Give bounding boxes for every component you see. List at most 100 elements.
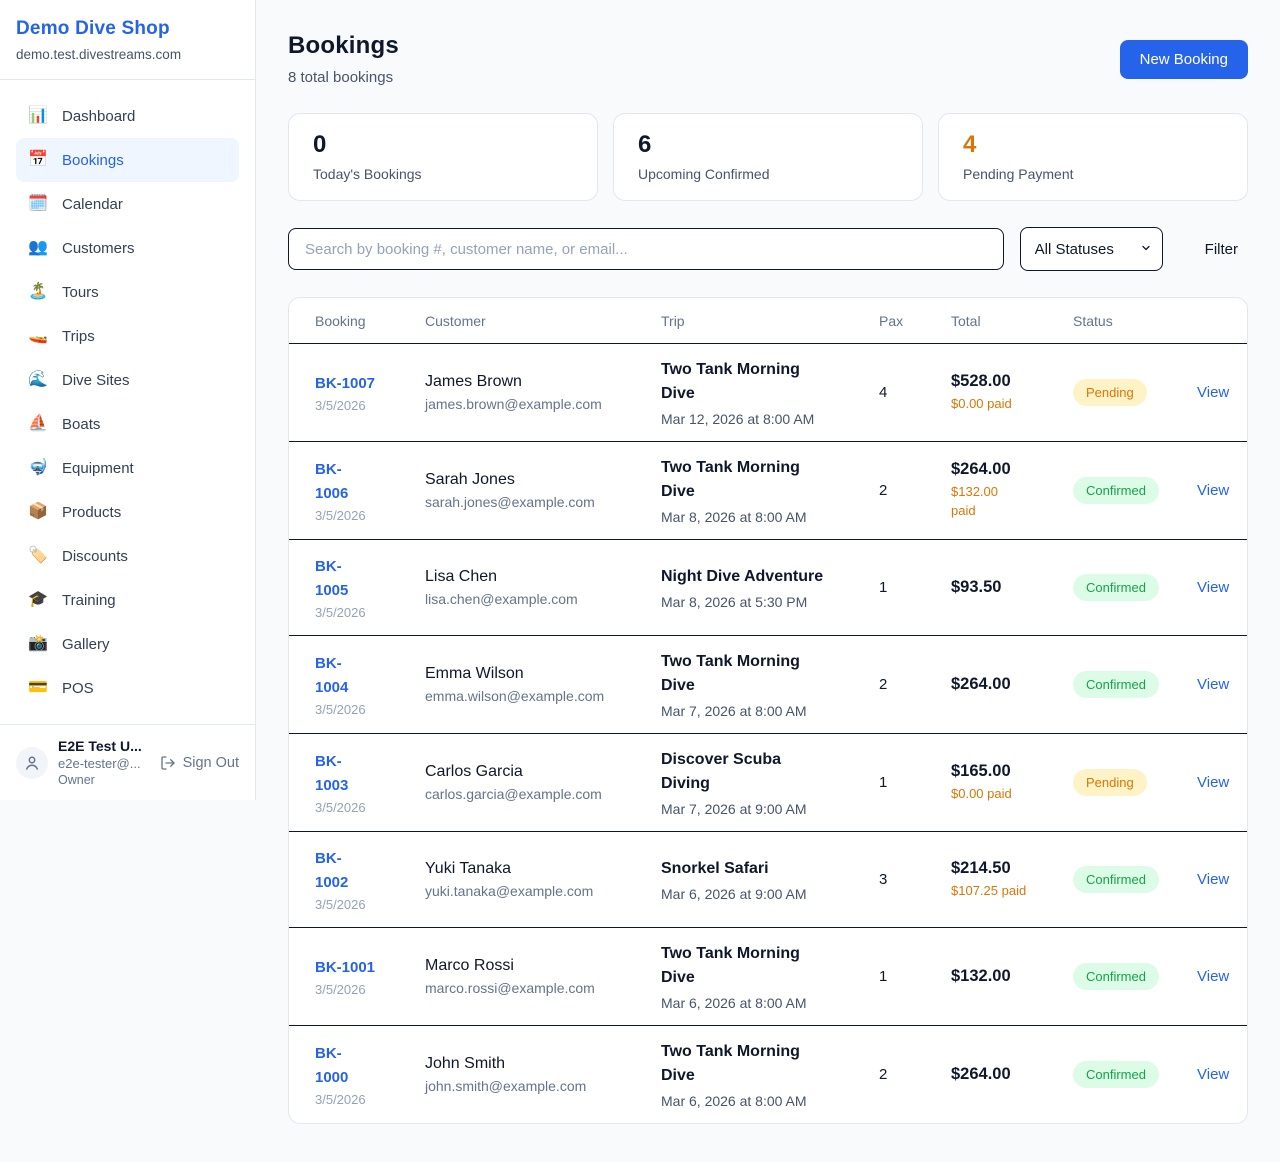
paid-amount: $132.00 paid bbox=[951, 484, 998, 518]
dashboard-icon: 📊 bbox=[28, 107, 48, 124]
trip-datetime: Mar 6, 2026 at 9:00 AM bbox=[661, 886, 807, 902]
sidebar-item-dashboard[interactable]: 📊 Dashboard bbox=[16, 94, 239, 138]
trip-datetime: Mar 6, 2026 at 8:00 AM bbox=[661, 1093, 807, 1109]
status-badge: Confirmed bbox=[1073, 574, 1159, 601]
stat-label: Today's Bookings bbox=[313, 166, 422, 182]
customer-email: emma.wilson@example.com bbox=[425, 688, 605, 704]
customer-name: Carlos Garcia bbox=[425, 763, 523, 780]
sidebar-item-label: Boats bbox=[62, 415, 101, 433]
stat-label: Upcoming Confirmed bbox=[638, 166, 770, 182]
customer-name: Emma Wilson bbox=[425, 665, 524, 682]
stats-row: 0 Today's Bookings 6 Upcoming Confirmed … bbox=[288, 113, 1248, 201]
sidebar-item-gallery[interactable]: 📸 Gallery bbox=[16, 622, 239, 666]
booking-date: 3/5/2026 bbox=[315, 702, 366, 717]
training-icon: 🎓 bbox=[28, 591, 48, 608]
view-link[interactable]: View bbox=[1197, 1065, 1230, 1083]
sidebar-item-pos[interactable]: 💳 POS bbox=[16, 666, 239, 710]
stat-card-pending-payment: 4 Pending Payment bbox=[938, 113, 1248, 201]
trip-datetime: Mar 8, 2026 at 8:00 AM bbox=[661, 509, 807, 525]
sidebar-item-bookings[interactable]: 📅 Bookings bbox=[16, 138, 239, 182]
filter-button[interactable]: Filter bbox=[1195, 241, 1248, 258]
sidebar-item-label: Trips bbox=[62, 327, 95, 345]
total-amount: $165.00 bbox=[951, 761, 1011, 780]
pax-count: 1 bbox=[879, 774, 888, 791]
customer-email: james.brown@example.com bbox=[425, 396, 602, 412]
status-badge: Confirmed bbox=[1073, 1061, 1159, 1088]
page-subtitle: 8 total bookings bbox=[288, 69, 394, 86]
new-booking-button[interactable]: New Booking bbox=[1119, 40, 1248, 79]
customers-icon: 👥 bbox=[28, 239, 48, 256]
trip-name: Night Dive Adventure bbox=[661, 568, 824, 585]
customer-name: John Smith bbox=[425, 1055, 506, 1072]
view-link[interactable]: View bbox=[1197, 967, 1230, 985]
booking-id-link[interactable]: BK- 1000 bbox=[315, 1045, 349, 1086]
pax-count: 2 bbox=[879, 1066, 888, 1083]
booking-id-link[interactable]: BK- 1003 bbox=[315, 753, 349, 794]
sidebar-item-equipment[interactable]: 🤿 Equipment bbox=[16, 446, 239, 490]
sidebar-item-customers[interactable]: 👥 Customers bbox=[16, 226, 239, 270]
table-row: BK- 1003 3/5/2026 Carlos Garcia carlos.g… bbox=[289, 733, 1247, 831]
sidebar-item-dive-sites[interactable]: 🌊 Dive Sites bbox=[16, 358, 239, 402]
table-row: BK- 1006 3/5/2026 Sarah Jones sarah.jone… bbox=[289, 441, 1247, 539]
pax-count: 2 bbox=[879, 676, 888, 693]
stat-card-todays-bookings: 0 Today's Bookings bbox=[288, 113, 598, 201]
view-link[interactable]: View bbox=[1197, 870, 1230, 888]
customer-email: marco.rossi@example.com bbox=[425, 980, 595, 996]
sidebar-item-discounts[interactable]: 🏷️ Discounts bbox=[16, 534, 239, 578]
trip-name: Two Tank Morning Dive bbox=[661, 945, 800, 986]
booking-id-link[interactable]: BK- 1006 bbox=[315, 461, 349, 502]
status-badge: Confirmed bbox=[1073, 963, 1159, 990]
table-row: BK- 1004 3/5/2026 Emma Wilson emma.wilso… bbox=[289, 635, 1247, 733]
paid-amount: $0.00 paid bbox=[951, 785, 1012, 801]
sign-out-button[interactable]: Sign Out bbox=[160, 755, 239, 771]
sidebar-item-trips[interactable]: 🚤 Trips bbox=[16, 314, 239, 358]
view-link[interactable]: View bbox=[1197, 675, 1230, 693]
table-row: BK- 1005 3/5/2026 Lisa Chen lisa.chen@ex… bbox=[289, 539, 1247, 635]
stat-label: Pending Payment bbox=[963, 166, 1074, 182]
status-select-wrap: All Statuses bbox=[1019, 227, 1163, 271]
booking-id-link[interactable]: BK- 1002 bbox=[315, 850, 349, 891]
table-body: BK-1007 3/5/2026 James Brown james.brown… bbox=[289, 343, 1247, 1123]
search-input[interactable] bbox=[288, 228, 1004, 270]
sidebar-item-label: Training bbox=[62, 591, 116, 609]
trip-datetime: Mar 8, 2026 at 5:30 PM bbox=[661, 594, 808, 610]
status-badge: Confirmed bbox=[1073, 866, 1159, 893]
sidebar-item-training[interactable]: 🎓 Training bbox=[16, 578, 239, 622]
sidebar-item-tours[interactable]: 🏝️ Tours bbox=[16, 270, 239, 314]
booking-id-link[interactable]: BK-1001 bbox=[315, 959, 376, 976]
customer-email: yuki.tanaka@example.com bbox=[425, 883, 594, 899]
table-header-row: Booking Customer Trip Pax Total Status bbox=[289, 298, 1247, 343]
trip-name: Two Tank Morning Dive bbox=[661, 361, 800, 402]
booking-id-link[interactable]: BK- 1004 bbox=[315, 655, 349, 696]
total-amount: $132.00 bbox=[951, 967, 1011, 985]
sidebar-item-label: Products bbox=[62, 503, 122, 521]
pax-count: 3 bbox=[879, 871, 888, 888]
user-info: E2E Test U... e2e-tester@... Owner bbox=[58, 738, 150, 787]
view-link[interactable]: View bbox=[1197, 773, 1230, 791]
booking-date: 3/5/2026 bbox=[315, 1092, 366, 1107]
booking-id-link[interactable]: BK-1007 bbox=[315, 375, 376, 392]
view-link[interactable]: View bbox=[1197, 578, 1230, 596]
table-row: BK- 1000 3/5/2026 John Smith john.smith@… bbox=[289, 1025, 1247, 1123]
status-badge: Confirmed bbox=[1073, 671, 1159, 698]
sidebar-item-calendar[interactable]: 🗓️ Calendar bbox=[16, 182, 239, 226]
status-select[interactable]: All Statuses bbox=[1019, 227, 1163, 271]
brand-name: Demo Dive Shop bbox=[16, 18, 170, 39]
view-link[interactable]: View bbox=[1197, 383, 1230, 401]
booking-date: 3/5/2026 bbox=[315, 897, 366, 912]
trip-datetime: Mar 6, 2026 at 8:00 AM bbox=[661, 995, 807, 1011]
pax-count: 1 bbox=[879, 968, 888, 985]
trip-name: Two Tank Morning Dive bbox=[661, 459, 800, 500]
booking-id-link[interactable]: BK- 1005 bbox=[315, 558, 349, 599]
view-link[interactable]: View bbox=[1197, 481, 1230, 499]
sidebar-item-products[interactable]: 📦 Products bbox=[16, 490, 239, 534]
calendar-icon: 🗓️ bbox=[28, 195, 48, 212]
customer-name: Sarah Jones bbox=[425, 471, 515, 488]
customer-name: Yuki Tanaka bbox=[425, 860, 511, 877]
sidebar-item-boats[interactable]: ⛵ Boats bbox=[16, 402, 239, 446]
customer-email: sarah.jones@example.com bbox=[425, 494, 595, 510]
booking-date: 3/5/2026 bbox=[315, 508, 366, 523]
customer-email: lisa.chen@example.com bbox=[425, 591, 578, 607]
sidebar-item-label: Gallery bbox=[62, 635, 110, 653]
total-amount: $264.00 bbox=[951, 675, 1011, 693]
